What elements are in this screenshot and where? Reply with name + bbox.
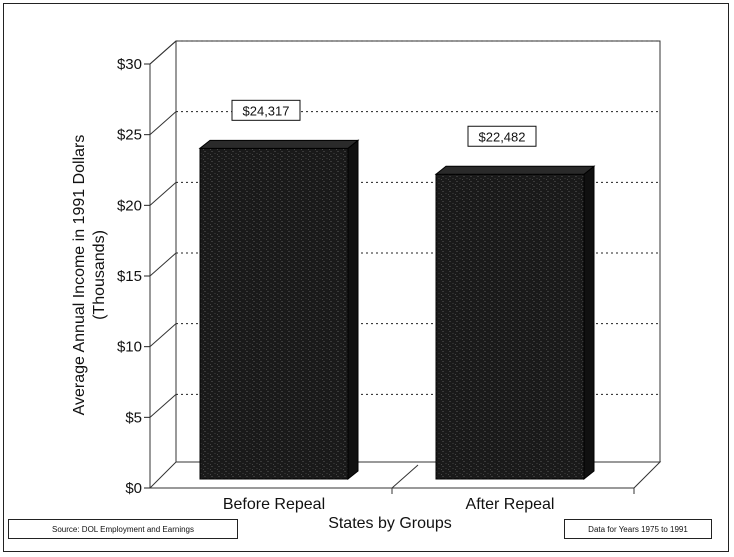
floor <box>148 461 662 489</box>
value-label: $24,317 <box>243 103 290 118</box>
bar-front <box>435 173 585 480</box>
y-tick-label: $15 <box>117 268 142 285</box>
bar-top <box>434 165 596 175</box>
grid-line-diagonal <box>149 323 177 348</box>
y-tick-label: $20 <box>117 197 142 214</box>
y-axis-title-line1: Average Annual Income in 1991 Dollars <box>71 135 88 416</box>
y-tick-label: $30 <box>117 56 142 73</box>
grid-line-diagonal <box>149 40 177 65</box>
y-tick-label: $5 <box>125 409 142 426</box>
y-axis-title-line2: (Thousands) <box>91 230 108 320</box>
bars <box>198 139 596 481</box>
y-tick-label: $25 <box>117 127 142 144</box>
category-label: After Repeal <box>466 496 555 513</box>
floor-divider <box>391 464 419 489</box>
grid-line-diagonal <box>149 252 177 277</box>
y-tick-label: $10 <box>117 339 142 356</box>
y-axis-ticks: $0 $5 $10 $15 $20 $25 $30 <box>117 56 635 497</box>
value-label-box <box>467 125 537 147</box>
value-label: $22,482 <box>479 129 526 144</box>
bar-side <box>347 139 359 481</box>
bar-front <box>199 147 349 480</box>
y-tick-label: $0 <box>125 480 142 497</box>
category-label: Before Repeal <box>223 496 325 513</box>
data-years-footnote: Data for Years 1975 to 1991 <box>564 519 712 539</box>
y-axis-title: Average Annual Income in 1991 Dollars (T… <box>71 135 108 416</box>
grid-line-diagonal <box>149 111 177 136</box>
grid-line-diagonal <box>149 181 177 206</box>
chart-frame <box>3 3 729 552</box>
bar-top <box>198 139 360 149</box>
source-footnote: Source: DOL Employment and Earnings <box>8 519 238 539</box>
x-axis-title: States by Groups <box>328 515 452 532</box>
category-labels: Before Repeal After Repeal <box>223 496 555 513</box>
grid-line-diagonal <box>149 393 177 418</box>
value-label-box <box>231 99 301 121</box>
value-labels: $24,317 $22,482 <box>231 99 537 147</box>
bar-side <box>583 165 595 481</box>
